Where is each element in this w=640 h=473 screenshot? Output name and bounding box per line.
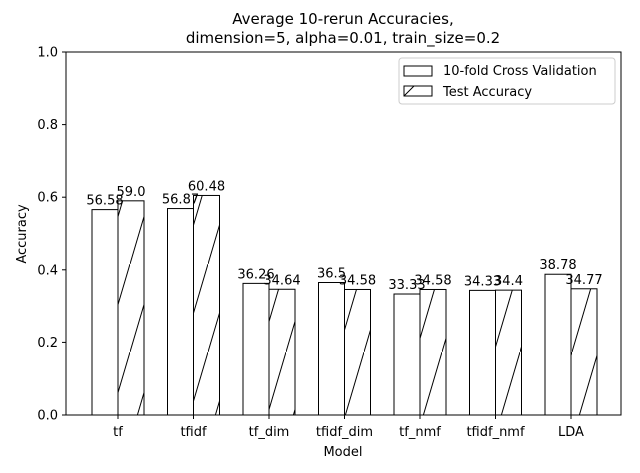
data-label-cv-tf: 56.58 bbox=[86, 194, 123, 209]
x-tick-label-tf_nmf: tf_nmf bbox=[399, 425, 441, 440]
data-label-test-tf_nmf: 34.58 bbox=[414, 273, 451, 288]
chart-title-line2: dimension=5, alpha=0.01, train_size=0.2 bbox=[186, 29, 500, 48]
bar-test-tf_nmf bbox=[419, 288, 447, 416]
data-labels-group: 56.58 56.87 36.26 36.5 33.33 34.33 38.78 59.0 60… bbox=[86, 179, 602, 293]
x-tick-label-tf: tf bbox=[113, 425, 123, 440]
bar-test-tf bbox=[117, 200, 145, 416]
y-axis-label: Accuracy bbox=[15, 204, 30, 264]
data-label-cv-tf_dim: 36.26 bbox=[237, 267, 274, 282]
chart-title-line1: Average 10-rerun Accuracies, bbox=[232, 10, 453, 28]
data-label-test-LDA: 34.77 bbox=[565, 273, 602, 288]
x-axis-label: Model bbox=[323, 445, 362, 460]
y-tick-label-0.4: 0.4 bbox=[37, 263, 58, 278]
y-tick-label-0.0: 0.0 bbox=[37, 409, 58, 424]
bar-test-LDA bbox=[570, 288, 598, 416]
bar-cv-tfidf_dim bbox=[318, 282, 345, 416]
x-tick-label-tfidf_nmf: tfidf_nmf bbox=[466, 425, 525, 440]
data-label-test-tfidf: 60.48 bbox=[188, 179, 225, 194]
data-label-test-tf: 59.0 bbox=[117, 185, 146, 200]
data-label-cv-tfidf: 56.87 bbox=[162, 193, 199, 208]
y-tick-label-0.6: 0.6 bbox=[37, 191, 58, 206]
x-tick-label-tf_dim: tf_dim bbox=[249, 425, 290, 440]
x-tick-label-LDA: LDA bbox=[558, 425, 584, 440]
bar-cv-tfidf bbox=[167, 208, 194, 416]
bar-test-tfidf_nmf bbox=[495, 289, 522, 416]
bar-cv-tf_dim bbox=[242, 282, 270, 416]
legend-label-test: Test Accuracy bbox=[442, 85, 532, 100]
y-axis: 0.0 0.2 0.4 0.6 0.8 1.0 bbox=[37, 46, 66, 424]
legend-swatch-test-hatch bbox=[403, 85, 415, 97]
data-label-cv-LDA: 38.78 bbox=[539, 258, 576, 273]
data-label-test-tfidf_nmf: 34.4 bbox=[494, 274, 523, 289]
bars-group bbox=[91, 194, 598, 416]
legend-swatch-cv bbox=[403, 65, 433, 77]
bar-cv-LDA bbox=[544, 273, 572, 416]
x-axis: tf tfidf tf_dim tfidf_dim tf_nmf tfidf_nmf LDA bbox=[113, 415, 584, 440]
bar-cv-tf_nmf bbox=[393, 293, 421, 416]
legend-swatch-test bbox=[403, 85, 433, 97]
legend-box bbox=[398, 57, 616, 105]
legend: 10-fold Cross Validation Test Accuracy bbox=[398, 57, 616, 105]
x-tick-label-tfidf_dim: tfidf_dim bbox=[316, 425, 373, 440]
bar-cv-tfidf_nmf bbox=[469, 289, 496, 416]
bar-test-tf_dim bbox=[268, 288, 296, 416]
y-tick-label-0.2: 0.2 bbox=[37, 336, 58, 351]
bar-test-tfidf_dim bbox=[344, 288, 371, 416]
data-label-cv-tfidf_dim: 36.5 bbox=[317, 267, 346, 282]
data-label-cv-tfidf_nmf: 34.33 bbox=[464, 274, 501, 289]
y-tick-label-0.8: 0.8 bbox=[37, 118, 58, 133]
bar-test-tfidf bbox=[193, 194, 220, 416]
data-label-test-tf_dim: 34.64 bbox=[263, 273, 300, 288]
bar-cv-tf bbox=[91, 209, 119, 416]
legend-label-cv: 10-fold Cross Validation bbox=[443, 64, 597, 79]
x-tick-label-tfidf: tfidf bbox=[180, 425, 207, 440]
y-tick-label-1.0: 1.0 bbox=[37, 46, 58, 61]
plot-frame bbox=[65, 51, 622, 416]
data-label-cv-tf_nmf: 33.33 bbox=[388, 278, 425, 293]
data-label-test-tfidf_dim: 34.58 bbox=[339, 273, 376, 288]
